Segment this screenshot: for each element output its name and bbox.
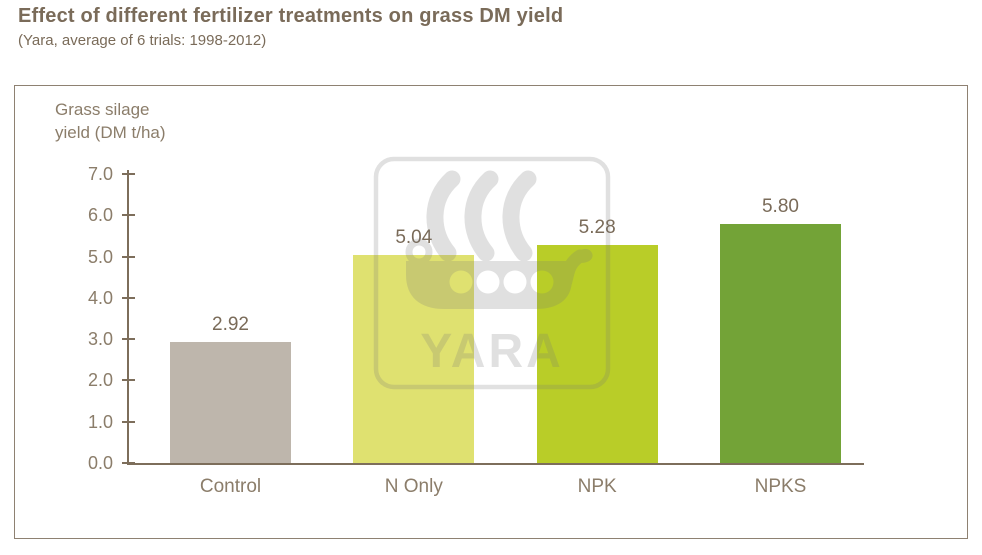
- y-tick: [122, 462, 135, 464]
- x-axis: [127, 463, 864, 465]
- y-tick-label: 6.0: [87, 205, 113, 226]
- y-tick: [122, 379, 135, 382]
- y-tick: [122, 255, 135, 258]
- y-tick-label: 4.0: [87, 287, 113, 308]
- y-tick-label: 3.0: [87, 329, 113, 350]
- y-tick-label: 0.0: [87, 453, 113, 473]
- y-tick: [122, 338, 135, 341]
- bar-control: [170, 342, 291, 463]
- y-tick: [122, 420, 135, 423]
- bar-value-label: 5.04: [395, 226, 433, 248]
- chart-panel: Grass silage yield (DM t/ha) 0.0 1.0 2.0 3.…: [14, 85, 968, 539]
- y-tick-label: 7.0: [87, 164, 113, 184]
- x-axis-label: NPK: [577, 476, 617, 497]
- page-title: Effect of different fertilizer treatment…: [18, 5, 564, 27]
- bar-npks: [719, 223, 841, 463]
- bar-npk: [536, 245, 658, 463]
- bar-value-label: 5.28: [578, 217, 616, 238]
- y-tick: [122, 296, 135, 299]
- y-axis-title: Grass silage yield (DM t/ha): [55, 100, 166, 142]
- bar-value-label: 2.92: [212, 314, 249, 336]
- x-axis-label: NPKS: [754, 476, 807, 497]
- y-tick-label: 5.0: [87, 246, 113, 267]
- y-axis: [127, 170, 129, 465]
- page-subtitle: (Yara, average of 6 trials: 1998-2012): [18, 32, 267, 49]
- y-tick: [122, 214, 135, 217]
- bar-value-label: 5.80: [761, 195, 799, 217]
- y-tick-label: 2.0: [87, 370, 113, 391]
- plot-area: 0.0 1.0 2.0 3.0 4.0 5.0 6.0 7.0 2.92 Control 5.04 N…: [88, 164, 864, 497]
- y-tick: [122, 173, 135, 175]
- x-axis-label: Control: [199, 476, 262, 497]
- y-tick-label: 1.0: [87, 411, 113, 432]
- bar-n-only: [353, 254, 475, 463]
- x-axis-label: N Only: [384, 476, 443, 497]
